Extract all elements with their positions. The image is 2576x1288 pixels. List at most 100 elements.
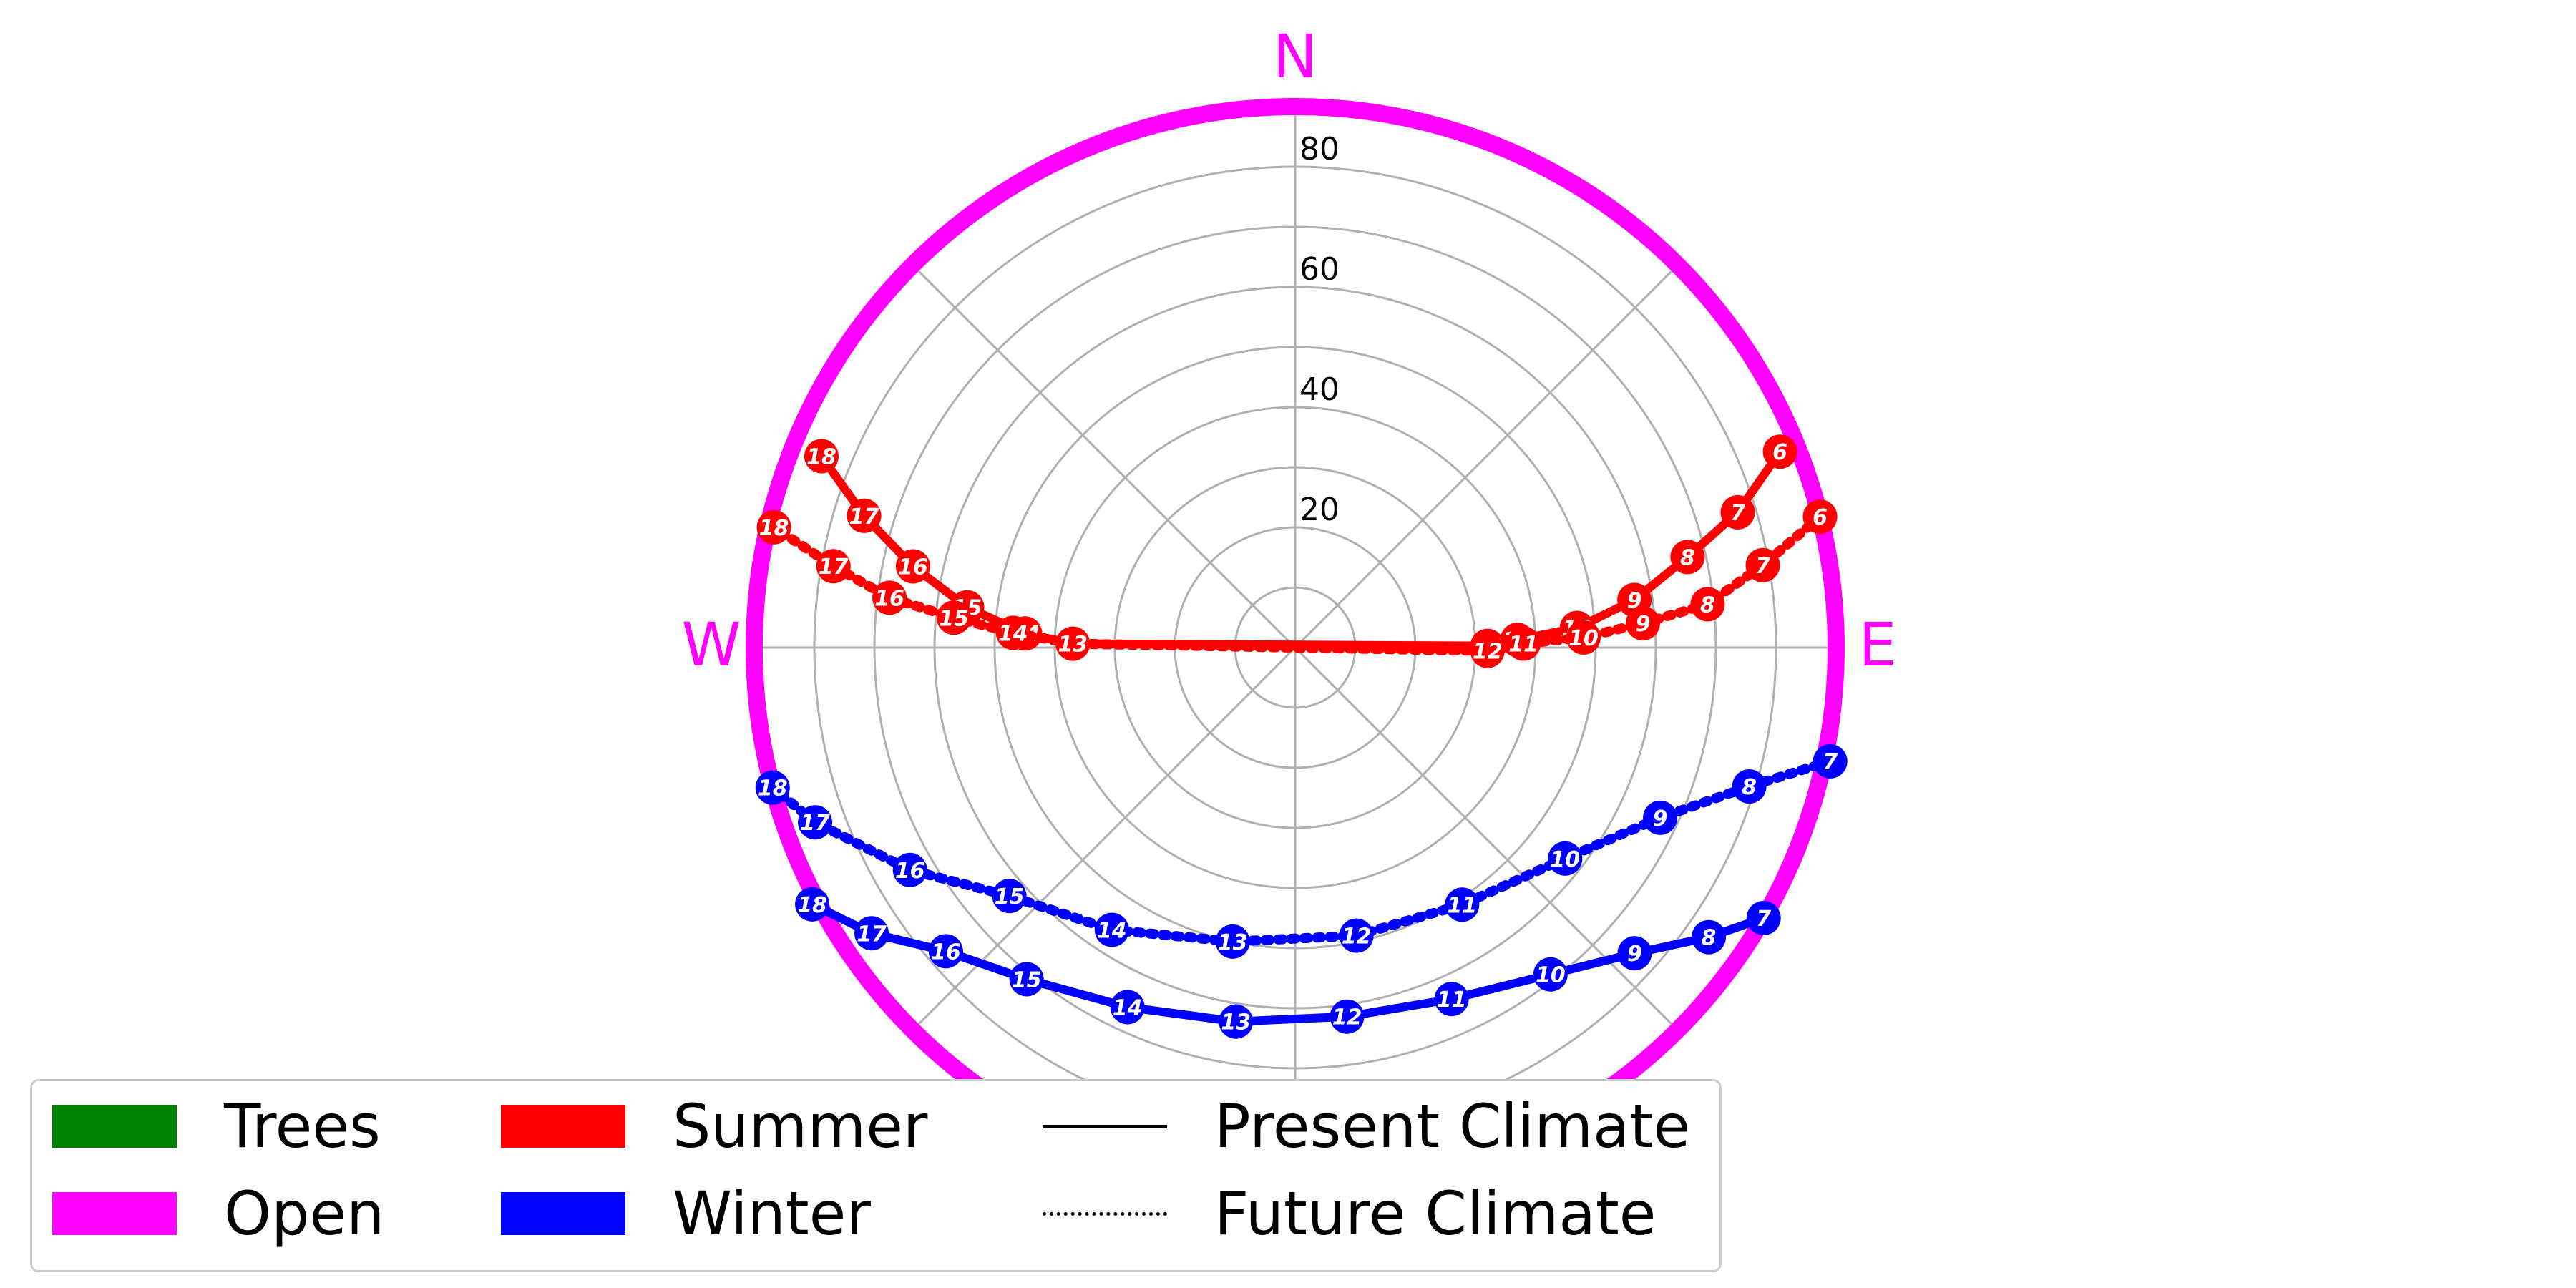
hour-marker xyxy=(1566,620,1601,655)
sun-path-series: 6789101112131415161718678910111213141516… xyxy=(755,434,1848,1039)
summer-swatch xyxy=(501,1105,625,1148)
hour-label: 11 xyxy=(1447,893,1477,918)
hour-marker xyxy=(1110,990,1145,1025)
hour-marker xyxy=(1506,626,1541,661)
cardinal-west: W xyxy=(681,610,741,680)
trees-swatch xyxy=(52,1105,177,1148)
open-swatch xyxy=(52,1192,177,1235)
hour-label: 13 xyxy=(1058,633,1088,658)
radial-tick-label: 20 xyxy=(1299,492,1340,528)
hour-marker xyxy=(755,770,790,805)
hour-marker xyxy=(892,852,927,887)
legend-item-open: Open xyxy=(52,1171,384,1257)
hour-label: 8 xyxy=(1680,545,1695,570)
hour-label: 7 xyxy=(1823,750,1838,775)
hour-label: 8 xyxy=(1702,926,1717,951)
series-winter-future: 7 8 9 10 11 12 13 14 15 16 17 18 xyxy=(755,743,1848,959)
legend-item-winter: Winter xyxy=(501,1171,871,1257)
hour-marker xyxy=(872,580,907,615)
hour-marker xyxy=(1746,901,1781,935)
legend-item-present: Present Climate xyxy=(1043,1083,1690,1169)
hour-label: 10 xyxy=(1536,963,1566,988)
hour-marker xyxy=(1813,743,1848,779)
radial-tick-label: 40 xyxy=(1299,371,1340,408)
hour-marker xyxy=(804,439,839,474)
hour-marker xyxy=(1094,912,1129,947)
hour-marker xyxy=(1548,841,1583,876)
hour-marker xyxy=(1055,626,1091,661)
hour-marker xyxy=(1533,957,1568,992)
hour-marker xyxy=(1690,587,1725,622)
hour-label: 16 xyxy=(931,940,961,965)
hour-label: 16 xyxy=(895,859,925,884)
hour-marker xyxy=(992,879,1027,914)
hour-label: 18 xyxy=(797,893,827,918)
hour-label: 9 xyxy=(1653,806,1668,831)
hour-marker xyxy=(1626,606,1661,641)
hour-label: 17 xyxy=(800,811,830,836)
hour-marker xyxy=(1330,999,1365,1034)
hour-marker xyxy=(1470,633,1505,668)
dotted-line-swatch xyxy=(1043,1211,1167,1216)
hour-marker xyxy=(847,498,882,533)
winter-swatch xyxy=(501,1192,625,1235)
hour-label: 15 xyxy=(939,606,969,631)
hour-label: 16 xyxy=(874,586,904,611)
hour-label: 6 xyxy=(1772,440,1787,465)
hour-marker xyxy=(1643,800,1678,835)
hour-label: 7 xyxy=(1755,554,1770,579)
legend-label-winter: Winter xyxy=(673,1179,871,1249)
hour-label: 16 xyxy=(898,555,928,580)
hour-label: 7 xyxy=(1730,501,1745,526)
legend-label-summer: Summer xyxy=(673,1091,928,1161)
hour-label: 9 xyxy=(1636,612,1651,637)
hour-label: 17 xyxy=(819,555,849,580)
legend: Trees Open Summer Winter Present Climate… xyxy=(30,1079,1722,1272)
hour-label: 17 xyxy=(857,922,887,947)
hour-label: 12 xyxy=(1332,1005,1362,1030)
legend-item-future: Future Climate xyxy=(1043,1171,1656,1257)
hour-label: 15 xyxy=(995,884,1025,909)
hour-marker xyxy=(1339,918,1374,953)
hour-label: 18 xyxy=(759,516,789,541)
hour-marker xyxy=(937,600,972,635)
radial-tick-label: 60 xyxy=(1299,251,1340,288)
hour-marker xyxy=(1732,769,1767,804)
hour-marker xyxy=(995,615,1030,650)
hour-marker xyxy=(798,805,833,840)
hour-marker xyxy=(928,934,963,969)
legend-label-present: Present Climate xyxy=(1214,1091,1691,1161)
hour-marker xyxy=(756,509,791,545)
solid-line-swatch xyxy=(1043,1124,1167,1128)
legend-label-future: Future Climate xyxy=(1214,1179,1657,1249)
hour-label: 9 xyxy=(1627,942,1642,967)
hour-marker xyxy=(1745,547,1780,582)
hour-label: 17 xyxy=(849,504,879,530)
hour-label: 10 xyxy=(1550,847,1580,872)
legend-item-trees: Trees xyxy=(52,1083,381,1169)
hour-label: 13 xyxy=(1221,1010,1251,1035)
hour-label: 13 xyxy=(1218,930,1248,955)
hour-marker xyxy=(816,549,851,584)
hour-label: 18 xyxy=(758,776,788,801)
hour-label: 11 xyxy=(1437,987,1467,1013)
grid-spoke xyxy=(1294,646,1679,1031)
hour-label: 18 xyxy=(806,445,836,470)
hour-label: 7 xyxy=(1756,907,1771,932)
hour-marker xyxy=(1691,919,1726,955)
hour-label: 6 xyxy=(1813,505,1828,530)
hour-label: 12 xyxy=(1342,924,1372,950)
hour-label: 12 xyxy=(1473,640,1503,665)
radial-tick-labels: 20 40 60 80 xyxy=(1299,131,1340,528)
legend-label-open: Open xyxy=(224,1179,385,1249)
hour-label: 8 xyxy=(1700,592,1715,618)
hour-marker xyxy=(1219,1004,1254,1039)
legend-item-summer: Summer xyxy=(501,1083,927,1169)
series-winter-present: 7 8 9 10 11 12 13 14 15 16 17 18 xyxy=(795,887,1781,1039)
hour-marker xyxy=(1670,540,1705,575)
hour-label: 10 xyxy=(1568,626,1599,651)
hour-marker xyxy=(795,887,830,922)
radial-tick-label: 80 xyxy=(1299,131,1340,167)
